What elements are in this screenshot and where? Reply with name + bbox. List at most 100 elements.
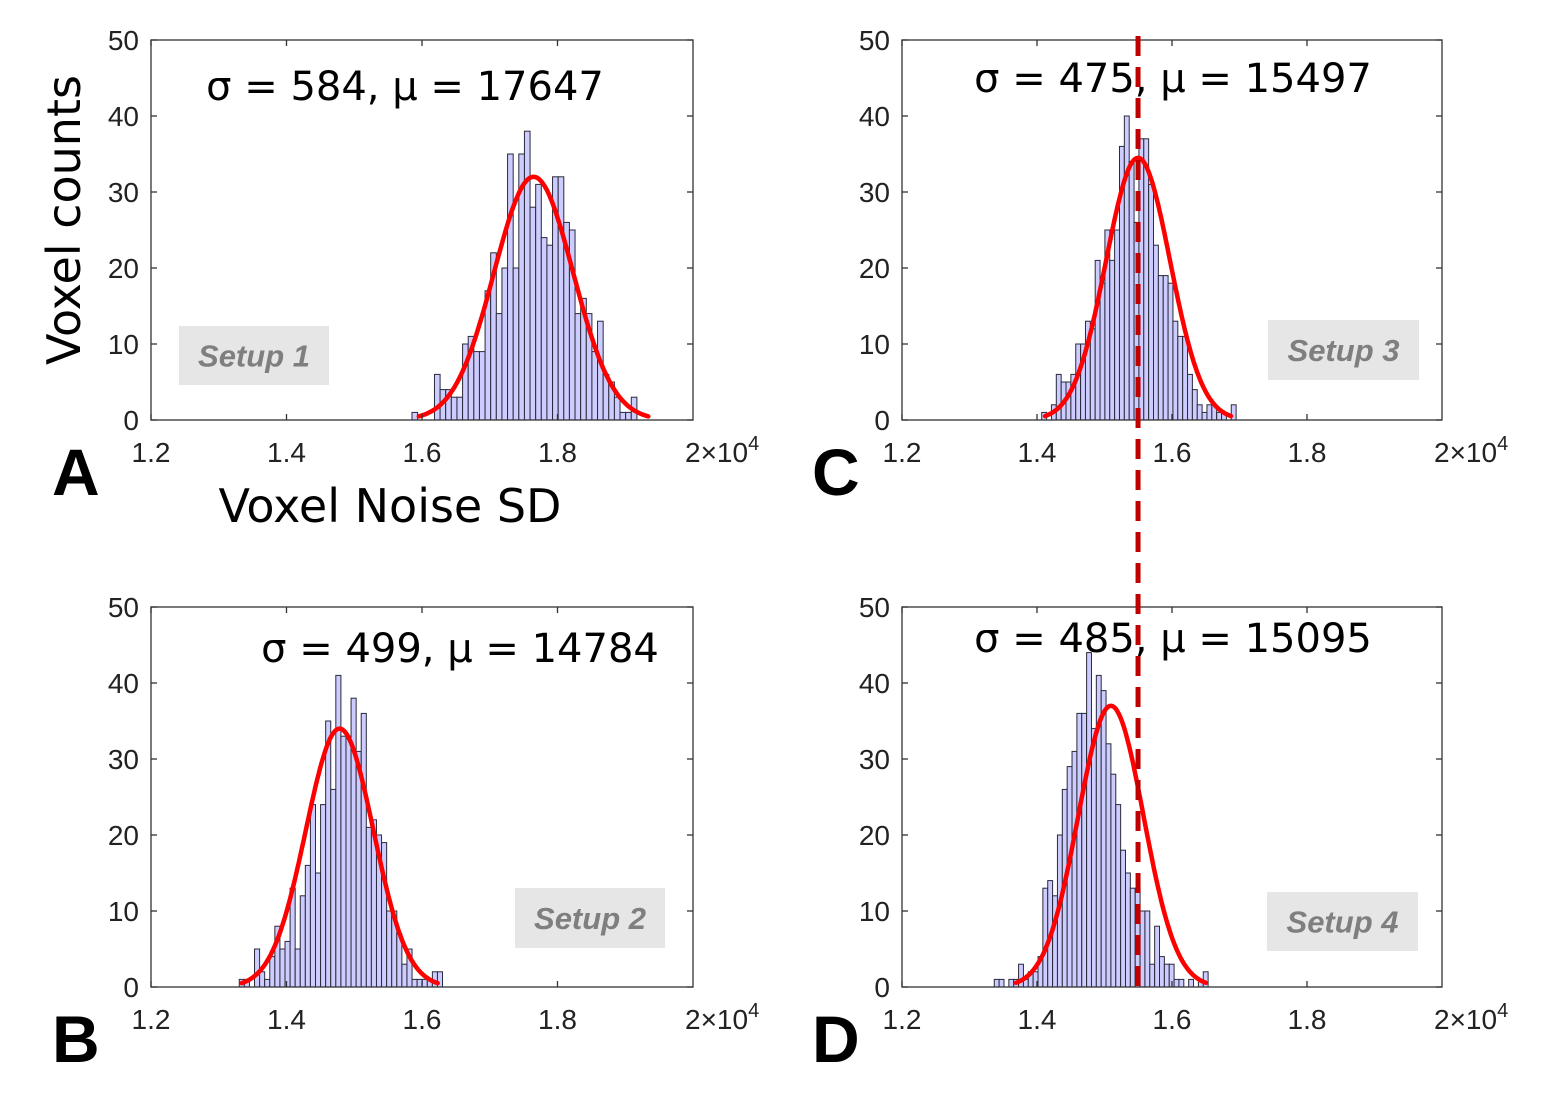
histogram-bar [269,956,276,988]
histogram-bar [1144,910,1151,988]
histogram-bar [330,788,337,988]
histogram-bar [1105,743,1112,988]
histogram-bar [1149,963,1156,988]
histogram-bar [1201,411,1208,421]
histogram-bar [557,176,565,421]
histogram-bar [450,396,458,421]
histogram-bar [1115,804,1122,988]
y-tick-label: 20 [108,253,139,284]
x-tick-label: 1.4 [1018,437,1057,468]
histogram-bar [1123,115,1130,421]
y-tick-label: 30 [108,177,139,208]
histogram-bar [433,373,441,421]
histogram-bar [1008,978,1015,988]
histogram-bar [998,978,1005,988]
histogram-bar [259,971,266,988]
stats-annotation: σ = 485, μ = 15095 [974,616,1372,662]
y-tick-label: 0 [874,972,890,1003]
histogram-bar [456,396,464,421]
histogram-bar [1188,978,1195,988]
histogram-bar [411,978,418,988]
x-tick-label: 1.2 [883,1004,922,1035]
setup-label-box [1267,892,1418,951]
setup-label-box [515,888,665,948]
panel-a: 0 10 20 30 40 50 1.2 1.4 1.6 1.8 2×104 σ = 584, μ =… [52,25,759,509]
x-tick-label: 1.2 [132,1004,171,1035]
gaussian-fit-curve [1013,703,1209,986]
histogram-bar [386,910,393,988]
histogram-bar [335,674,342,988]
y-tick-label: 30 [859,177,890,208]
y-axis-label: Voxel counts [37,75,91,365]
histogram-bar [320,804,327,988]
histogram-bar [1100,690,1107,988]
x-tick-label-last: 2×104 [1434,433,1508,468]
y-tick-label: 50 [108,592,139,623]
histogram-bar [340,735,347,988]
y-tick-label: 10 [108,329,139,360]
histogram-bar [1162,275,1169,421]
x-tick-label: 1.6 [1153,437,1192,468]
histogram-bar [1177,335,1184,421]
y-tick-label: 20 [859,820,890,851]
y-tick-label: 10 [108,896,139,927]
histogram-bar [1089,328,1096,421]
y-tick-label: 50 [859,592,890,623]
setup-label-box [1268,320,1419,380]
histogram-bar [1178,978,1185,988]
histogram-bar [1129,887,1136,988]
setup-label-box [179,326,329,385]
histogram-bar [314,872,322,988]
histogram-bar [1081,712,1088,988]
x-tick-label: 1.8 [1288,1004,1327,1035]
y-tick-label: 0 [874,405,890,436]
histogram-bar [574,313,582,421]
stats-annotation: σ = 499, μ = 14784 [261,626,659,672]
histogram-bar [1114,229,1120,421]
x-tick-exponent: 4 [748,433,759,455]
y-tick-label: 40 [859,101,890,132]
histogram-bar [1109,259,1116,421]
panel-d: 0 10 20 30 40 50 1.2 1.4 1.6 1.8 2×104 σ = 485, μ =… [812,592,1508,1076]
histogram-bar [591,351,599,421]
histogram-bar [1110,773,1117,988]
x-tick-label: 1.6 [403,1004,442,1035]
histogram-bar [1206,404,1213,421]
histogram-bar [512,267,520,421]
histogram-bar [495,313,503,421]
x-tick-label: 1.6 [403,437,442,468]
x-tick-base: 2×10 [1434,437,1497,468]
x-tick-label-last: 2×104 [1434,1000,1508,1035]
histogram-bar [993,978,1000,988]
x-tick-label-last: 2×104 [685,433,759,468]
x-tick-label: 1.4 [267,437,306,468]
y-tick-label: 50 [859,25,890,56]
gaussian-fit-curve [239,726,440,986]
setup-label: Setup 2 [534,901,646,936]
histogram-bar [325,720,332,988]
histogram-bar [360,712,367,988]
histogram-bar [1124,872,1131,988]
histogram-bar [421,978,428,988]
y-tick-label: 20 [108,820,139,851]
x-tick-label: 1.2 [883,437,922,468]
y-tick-label: 30 [859,744,890,775]
y-tick-label: 50 [108,25,139,56]
y-tick-label: 10 [859,329,890,360]
panel-letter: C [812,435,860,509]
histogram-bar [1167,282,1174,421]
panel-letter: A [52,435,100,509]
histogram-bar [1042,887,1049,988]
histogram-bar [1139,910,1146,988]
x-tick-base: 2×10 [685,1004,748,1035]
setup-label: Setup 3 [1288,333,1400,368]
histogram-bar [473,351,480,421]
y-tick-label: 0 [123,405,139,436]
histogram-bar [365,826,372,988]
histogram-bar [619,411,627,421]
x-tick-label: 1.8 [1288,437,1327,468]
x-tick-label: 1.8 [538,437,577,468]
x-tick-exponent: 4 [1497,433,1508,455]
histogram-bar [1159,956,1165,988]
